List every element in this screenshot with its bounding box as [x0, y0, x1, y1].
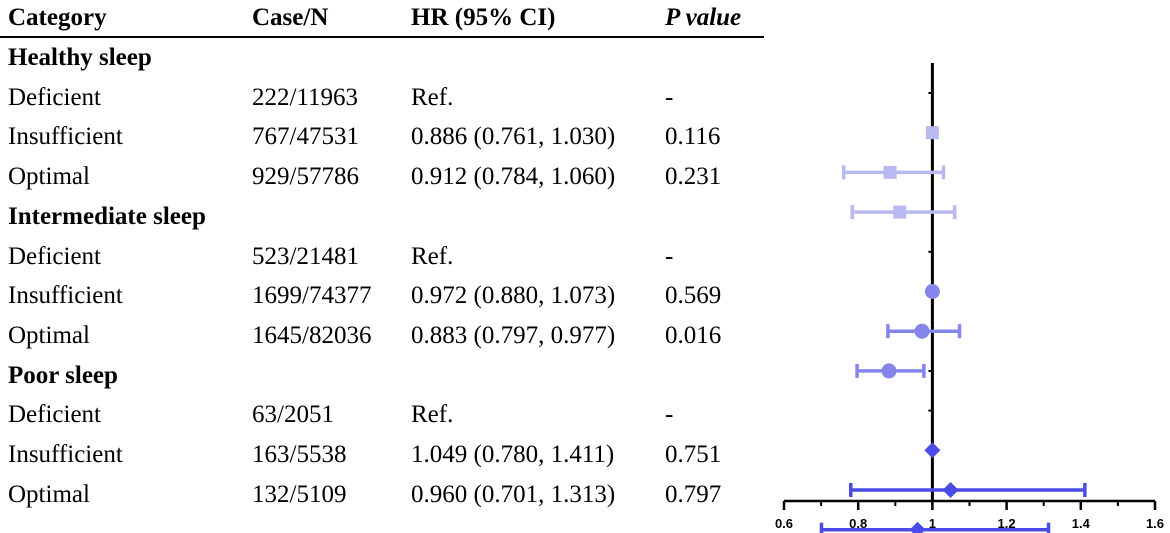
group-heading: Poor sleep: [8, 362, 118, 389]
point-square-marker: [893, 205, 907, 219]
group-heading: Intermediate sleep: [8, 203, 206, 230]
row-hr-ci: Ref.: [411, 401, 454, 428]
row-category: Deficient: [8, 401, 102, 428]
header-case-n: Case/N: [252, 4, 329, 31]
row-p-value: 0.016: [665, 322, 722, 349]
x-tick-label: 1: [929, 516, 936, 531]
row-category: Deficient: [8, 243, 102, 270]
point-square-marker: [925, 126, 939, 140]
point-circle-marker: [924, 284, 940, 299]
row-case-n: 1645/82036: [252, 322, 372, 349]
x-tick-label: 1.4: [1072, 516, 1091, 531]
row-category: Optimal: [8, 163, 90, 190]
row-hr-ci: Ref.: [411, 84, 454, 111]
row-category: Insufficient: [8, 123, 123, 150]
row-category: Insufficient: [8, 441, 123, 468]
row-category: Optimal: [8, 322, 90, 349]
point-circle-marker: [881, 363, 897, 379]
row-hr-ci: 0.972 (0.880, 1.073): [411, 282, 616, 309]
row-case-n: 163/5538: [252, 441, 347, 468]
header-p-value: P value: [665, 4, 742, 31]
x-tick-label: 0.8: [849, 516, 867, 531]
row-category: Deficient: [8, 84, 102, 111]
row-hr-ci: 0.883 (0.797, 0.977): [411, 322, 616, 349]
row-p-value: 0.116: [665, 123, 721, 150]
row-case-n: 929/57786: [252, 163, 359, 190]
point-diamond-marker: [924, 442, 941, 459]
row-hr-ci: 1.049 (0.780, 1.411): [411, 441, 615, 468]
x-tick-label: 1.6: [1146, 516, 1164, 531]
row-p-value: -: [665, 243, 674, 270]
header-hr: HR (95% CI): [411, 4, 556, 31]
header-category: Category: [8, 4, 107, 31]
row-hr-ci: 0.960 (0.701, 1.313): [411, 481, 616, 508]
row-case-n: 63/2051: [252, 401, 334, 428]
row-p-value: 0.751: [665, 441, 722, 468]
row-hr-ci: Ref.: [411, 243, 454, 270]
x-tick-label: 1.2: [998, 516, 1016, 531]
row-category: Insufficient: [8, 282, 123, 309]
row-case-n: 767/47531: [252, 123, 359, 150]
row-hr-ci: 0.912 (0.784, 1.060): [411, 163, 616, 190]
row-p-value: 0.797: [665, 481, 722, 508]
row-case-n: 132/5109: [252, 481, 347, 508]
point-circle-marker: [914, 323, 930, 339]
row-p-value: -: [665, 84, 674, 111]
row-category: Optimal: [8, 481, 90, 508]
row-p-value: 0.231: [665, 163, 722, 190]
row-hr-ci: 0.886 (0.761, 1.030): [411, 123, 616, 150]
row-case-n: 523/21481: [252, 243, 359, 270]
group-heading: Healthy sleep: [8, 44, 152, 71]
x-tick-label: 0.6: [775, 516, 793, 531]
row-case-n: 1699/74377: [252, 282, 372, 309]
row-p-value: -: [665, 401, 674, 428]
point-square-marker: [883, 165, 897, 179]
row-case-n: 222/11963: [252, 84, 359, 111]
header-rule: [0, 36, 764, 38]
point-diamond-marker: [942, 482, 959, 498]
point-diamond-marker: [909, 521, 926, 533]
row-p-value: 0.569: [665, 282, 722, 309]
